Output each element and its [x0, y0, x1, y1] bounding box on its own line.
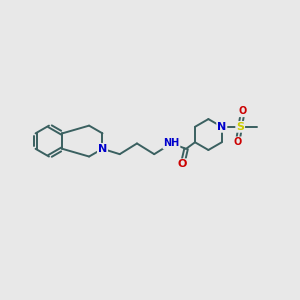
Text: O: O	[238, 106, 247, 116]
Text: N: N	[98, 144, 107, 154]
Text: S: S	[236, 122, 244, 132]
Text: NH: NH	[163, 139, 180, 148]
Text: O: O	[178, 159, 187, 169]
Text: O: O	[234, 137, 242, 147]
Text: N: N	[217, 122, 226, 132]
